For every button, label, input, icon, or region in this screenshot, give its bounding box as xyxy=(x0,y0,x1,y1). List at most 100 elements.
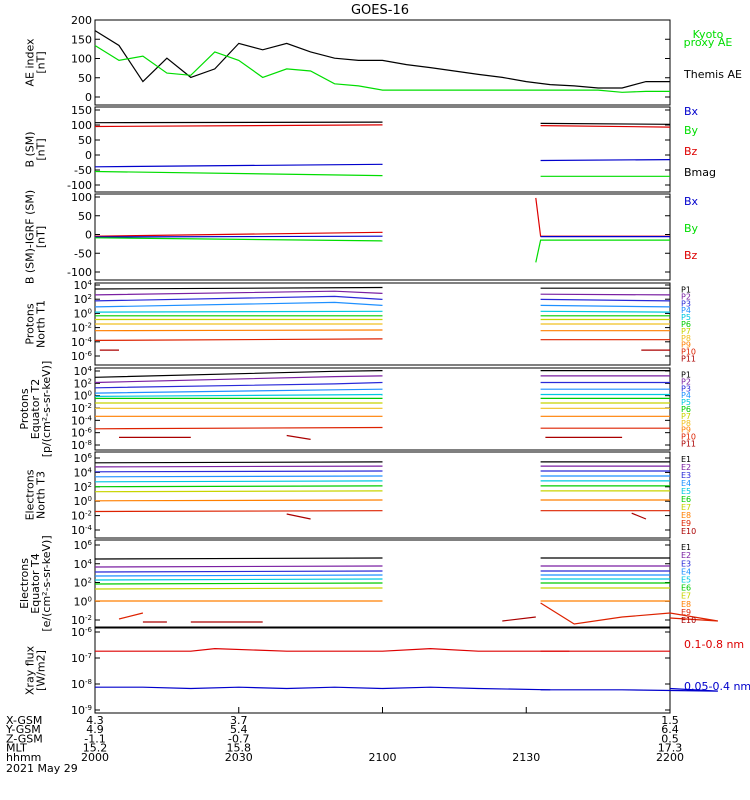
footer-row-value: 15.8 xyxy=(227,742,252,755)
legend-entry: P7 xyxy=(681,412,691,421)
legend-entry: E9 xyxy=(681,608,691,617)
y-tick-label: 100 xyxy=(71,53,92,66)
series-line-p1 xyxy=(94,370,383,378)
legend-entry: P7 xyxy=(681,327,691,336)
footer-row-value: 4.9 xyxy=(86,723,104,736)
y-tick-label: 50 xyxy=(78,134,92,147)
legend-entry: P4 xyxy=(681,391,691,400)
series-line-bz xyxy=(540,125,671,128)
legend: Bx By Bz xyxy=(684,195,699,262)
footer-row-label: Z-GSM xyxy=(6,732,43,745)
legend-entry: P3 xyxy=(681,299,691,308)
legend-entry: Themis AE xyxy=(683,68,742,81)
legend-entry: Bz xyxy=(684,145,698,158)
series-line-e4 xyxy=(94,475,383,478)
series-line-p2 xyxy=(94,375,383,384)
series-line-p4 xyxy=(540,304,671,308)
footer-row-value: 5.4 xyxy=(230,723,248,736)
series-line-e5 xyxy=(94,578,383,581)
series-line-0-1-0-8-nm xyxy=(95,647,570,652)
y-tick-label: 10-4 xyxy=(71,336,93,349)
y-tick-label: -50 xyxy=(74,164,92,177)
y-tick-label: 100 xyxy=(74,307,92,320)
series-line-e3 xyxy=(94,570,383,573)
legend-entry: Kyoto proxy AE xyxy=(684,28,733,49)
legend-entry: E10 xyxy=(681,527,696,536)
legend-entry: E3 xyxy=(681,559,691,568)
legend-entry: E8 xyxy=(681,600,691,609)
y-tick-label: 10-4 xyxy=(71,414,93,427)
legend-entry: P5 xyxy=(681,398,691,407)
series-line-by xyxy=(535,239,670,263)
legend-entry: E4 xyxy=(681,567,691,576)
series-line-e5 xyxy=(94,480,383,483)
series-line-p3 xyxy=(94,295,383,302)
legend-entry: E6 xyxy=(681,584,691,593)
legend-entry: P1 xyxy=(681,370,691,379)
series-line-p3 xyxy=(94,381,383,389)
series-line-p10 xyxy=(94,426,383,430)
legend-entry: P8 xyxy=(681,419,691,428)
legend-entry: P2 xyxy=(681,377,691,386)
panel-2: 150 100 50 0 -50 -100 B (SM)[nT] Bx By Bz Bmag xyxy=(24,104,716,193)
legend-entry: E6 xyxy=(681,495,691,504)
y-axis-label: Xray flux[W/m2] xyxy=(24,645,48,695)
series-line-e7 xyxy=(94,587,383,590)
legend-entry: E2 xyxy=(681,551,691,560)
y-tick-label: 10-2 xyxy=(71,614,92,627)
y-tick-label: 104 xyxy=(74,279,93,292)
legend-entry: P10 xyxy=(681,348,696,357)
series-line-p3 xyxy=(540,298,671,302)
series-line-p5 xyxy=(94,310,383,313)
series-line-e6 xyxy=(94,485,383,488)
footer-row-label: MLT xyxy=(6,742,27,755)
legend-entry: P9 xyxy=(681,341,691,350)
series-line-e6 xyxy=(94,582,383,585)
series-line-e10 xyxy=(286,513,311,520)
legend-entry: Bz xyxy=(684,249,698,262)
legend-entry: 0.05-0.4 nm xyxy=(684,680,750,693)
footer-row-value: 15.2 xyxy=(83,742,108,755)
series-line-bmag xyxy=(94,121,383,124)
legend-entry: 0.1-0.8 nm xyxy=(684,638,744,651)
footer-row-value: 0.5 xyxy=(661,732,679,745)
legend-entry: E1 xyxy=(681,543,691,552)
y-tick-label: 50 xyxy=(78,210,92,223)
footer-row-value: 2130 xyxy=(512,751,540,764)
legend-entry: E3 xyxy=(681,471,691,480)
y-tick-label: 10-2 xyxy=(71,510,92,523)
series-line-bx xyxy=(540,159,671,162)
series-line-e9 xyxy=(118,612,144,620)
y-tick-label: 50 xyxy=(78,72,92,85)
legend-entry: Bx xyxy=(684,105,699,118)
y-axis-label: AE index[nT] xyxy=(24,38,48,87)
footer-row-label: hhmm xyxy=(6,751,41,764)
series-line-kyoto-proxy-ae xyxy=(94,44,670,93)
series-line-p4 xyxy=(94,301,383,308)
legend-entry: E5 xyxy=(681,575,691,584)
series-line-p5 xyxy=(540,310,671,313)
legend-entry: E2 xyxy=(681,463,691,472)
panel-8: 10-6 10-7 10-8 10-9 Xray flux[W/m2] 0.1-0.8 n… xyxy=(24,626,750,717)
y-tick-label: -50 xyxy=(74,247,92,260)
y-tick-label: -100 xyxy=(67,266,92,279)
y-tick-label: 10-4 xyxy=(71,524,93,537)
legend: Bx By Bz Bmag xyxy=(684,105,716,179)
y-tick-label: 104 xyxy=(74,558,93,571)
series-line-bx xyxy=(94,235,383,238)
panel-frame xyxy=(94,367,671,451)
y-tick-label: 10-2 xyxy=(71,402,92,415)
y-tick-label: 100 xyxy=(74,390,92,403)
y-tick-label: 150 xyxy=(71,33,92,46)
footer-row-value: 2100 xyxy=(369,751,397,764)
panel-frame xyxy=(94,627,671,714)
footer-row-value: 17.3 xyxy=(658,742,683,755)
series-line-p2 xyxy=(94,290,383,296)
legend-entry: P5 xyxy=(681,313,691,322)
footer-row-value: 3.7 xyxy=(230,714,248,727)
footer-row-value: 2200 xyxy=(656,751,684,764)
footer-row-value: 6.4 xyxy=(661,723,679,736)
